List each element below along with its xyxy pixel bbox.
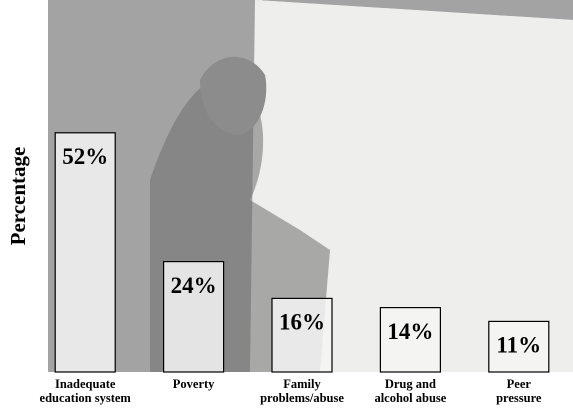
value-label: 52%	[62, 144, 108, 169]
bar	[379, 307, 441, 373]
y-axis-label: Percentage	[6, 147, 30, 246]
x-tick-label: Poverty	[173, 377, 215, 391]
x-tick-label: pressure	[496, 391, 542, 405]
bar	[271, 297, 333, 373]
whiteboard-face	[250, 0, 573, 372]
x-tick-label: Peer	[507, 377, 532, 391]
x-tick-label: Inadequate	[55, 377, 116, 391]
x-tick-label: alcohol abuse	[374, 391, 446, 405]
bar	[163, 261, 225, 373]
bar	[488, 320, 550, 373]
x-tick-label: Family	[283, 377, 321, 391]
x-tick-label: problems/abuse	[260, 391, 344, 405]
bar	[54, 132, 116, 373]
value-label: 16%	[279, 310, 325, 335]
boy-head	[200, 56, 267, 135]
value-label: 11%	[496, 333, 541, 358]
value-label: 14%	[387, 319, 433, 344]
x-tick-label: Drug and	[385, 377, 436, 391]
value-label: 24%	[171, 273, 217, 298]
x-tick-label: education system	[40, 391, 132, 405]
